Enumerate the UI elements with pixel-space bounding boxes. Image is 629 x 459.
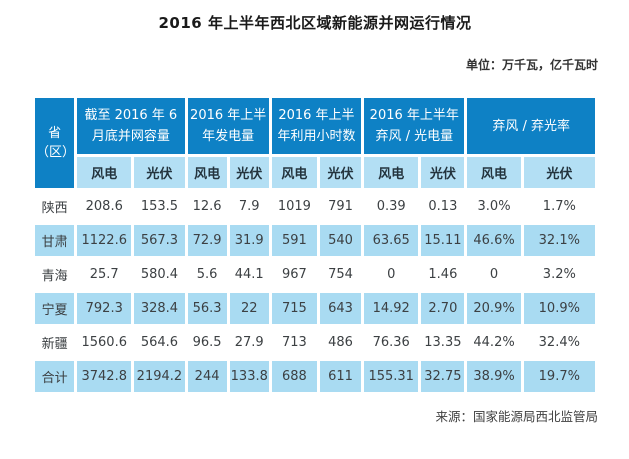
table-cell: 591 bbox=[271, 225, 317, 256]
table-cell: 3.0% bbox=[467, 191, 521, 222]
table-cell: 153.5 bbox=[134, 191, 185, 222]
page-title: 2016 年上半年西北区域新能源并网运行情况 bbox=[158, 14, 472, 32]
header-group-row: 省 （区） 截至 2016 年 6 月底并网容量 2016 年上半 年发电量 2… bbox=[35, 98, 595, 188]
subcol-hours-wind: 风电 bbox=[271, 157, 317, 188]
table-cell: 0.39 bbox=[364, 191, 419, 222]
subcol-generation-wind: 风电 bbox=[187, 157, 227, 188]
subcol-curtailed-solar: 光伏 bbox=[421, 157, 465, 188]
table-cell: 3.2% bbox=[523, 259, 595, 290]
header-sub-row: 风电 光伏 风电 光伏 风电 光伏 风电 光伏 风电 光伏 bbox=[35, 157, 595, 188]
table-cell: 564.6 bbox=[134, 327, 185, 358]
table-cell: 44.2% bbox=[467, 327, 521, 358]
table-cell: 754 bbox=[319, 259, 362, 290]
table-cell: 688 bbox=[271, 361, 317, 392]
subcol-rate-wind: 风电 bbox=[467, 157, 521, 188]
table-cell: 792.3 bbox=[77, 293, 132, 324]
table-cell: 715 bbox=[271, 293, 317, 324]
col-group-curtailment-rate: 弃风 / 弃光率 bbox=[467, 98, 595, 154]
table-cell: 155.31 bbox=[364, 361, 419, 392]
table-cell: 20.9% bbox=[467, 293, 521, 324]
row-label: 陕西 bbox=[35, 191, 75, 222]
table-cell: 27.9 bbox=[229, 327, 269, 358]
table-cell: 15.11 bbox=[421, 225, 465, 256]
table-cell: 0 bbox=[364, 259, 419, 290]
table-cell: 12.6 bbox=[187, 191, 227, 222]
subcol-hours-solar: 光伏 bbox=[319, 157, 362, 188]
col-group-capacity: 截至 2016 年 6 月底并网容量 bbox=[77, 98, 185, 154]
row-label: 新疆 bbox=[35, 327, 75, 358]
table-cell: 3742.8 bbox=[77, 361, 132, 392]
table-cell: 1560.6 bbox=[77, 327, 132, 358]
table-cell: 38.9% bbox=[467, 361, 521, 392]
table-cell: 72.9 bbox=[187, 225, 227, 256]
table-row-total: 合计 3742.8 2194.2 244 133.8 688 611 155.3… bbox=[35, 361, 595, 392]
table-cell: 46.6% bbox=[467, 225, 521, 256]
table-cell: 567.3 bbox=[134, 225, 185, 256]
row-label: 宁夏 bbox=[35, 293, 75, 324]
row-label-total: 合计 bbox=[35, 361, 75, 392]
content-area: 2016 年上半年西北区域新能源并网运行情况 单位：万千瓦，亿千瓦时 省 （区）… bbox=[32, 12, 598, 425]
table-cell: 611 bbox=[319, 361, 362, 392]
table-row-ningxia: 宁夏 792.3 328.4 56.3 22 715 643 14.92 2.7… bbox=[35, 293, 595, 324]
table-cell: 32.1% bbox=[523, 225, 595, 256]
table-cell: 7.9 bbox=[229, 191, 269, 222]
table-cell: 56.3 bbox=[187, 293, 227, 324]
table-cell: 2.70 bbox=[421, 293, 465, 324]
table-cell: 208.6 bbox=[77, 191, 132, 222]
units-note: 单位：万千瓦，亿千瓦时 bbox=[465, 58, 598, 72]
table-cell: 713 bbox=[271, 327, 317, 358]
table-cell: 1019 bbox=[271, 191, 317, 222]
col-group-curtailed-energy: 2016 年上半年 弃风 / 光电量 bbox=[364, 98, 465, 154]
table-row-shaanxi: 陕西 208.6 153.5 12.6 7.9 1019 791 0.39 0.… bbox=[35, 191, 595, 222]
source-note: 来源：国家能源局西北监管局 bbox=[435, 409, 598, 424]
table-cell: 133.8 bbox=[229, 361, 269, 392]
table-cell: 2194.2 bbox=[134, 361, 185, 392]
subcol-capacity-solar: 光伏 bbox=[134, 157, 185, 188]
table-cell: 1.7% bbox=[523, 191, 595, 222]
table-cell: 25.7 bbox=[77, 259, 132, 290]
col-group-generation: 2016 年上半 年发电量 bbox=[187, 98, 269, 154]
subcol-curtailed-wind: 风电 bbox=[364, 157, 419, 188]
data-table: 省 （区） 截至 2016 年 6 月底并网容量 2016 年上半 年发电量 2… bbox=[32, 95, 598, 395]
table-cell: 244 bbox=[187, 361, 227, 392]
table-row-xinjiang: 新疆 1560.6 564.6 96.5 27.9 713 486 76.36 … bbox=[35, 327, 595, 358]
table-cell: 486 bbox=[319, 327, 362, 358]
table-cell: 22 bbox=[229, 293, 269, 324]
subcol-generation-solar: 光伏 bbox=[229, 157, 269, 188]
table-cell: 32.4% bbox=[523, 327, 595, 358]
row-label: 甘肃 bbox=[35, 225, 75, 256]
subcol-rate-solar: 光伏 bbox=[523, 157, 595, 188]
table-cell: 328.4 bbox=[134, 293, 185, 324]
table-cell: 791 bbox=[319, 191, 362, 222]
table-cell: 580.4 bbox=[134, 259, 185, 290]
table-cell: 32.75 bbox=[421, 361, 465, 392]
subcol-capacity-wind: 风电 bbox=[77, 157, 132, 188]
table-row-gansu: 甘肃 1122.6 567.3 72.9 31.9 591 540 63.65 … bbox=[35, 225, 595, 256]
table-cell: 76.36 bbox=[364, 327, 419, 358]
table-cell: 1.46 bbox=[421, 259, 465, 290]
table-cell: 0 bbox=[467, 259, 521, 290]
table-cell: 96.5 bbox=[187, 327, 227, 358]
table-cell: 19.7% bbox=[523, 361, 595, 392]
table-cell: 967 bbox=[271, 259, 317, 290]
table-cell: 63.65 bbox=[364, 225, 419, 256]
table-cell: 44.1 bbox=[229, 259, 269, 290]
table-cell: 10.9% bbox=[523, 293, 595, 324]
table-cell: 14.92 bbox=[364, 293, 419, 324]
table-cell: 5.6 bbox=[187, 259, 227, 290]
col-header-province: 省 （区） bbox=[35, 98, 75, 188]
row-label: 青海 bbox=[35, 259, 75, 290]
table-cell: 31.9 bbox=[229, 225, 269, 256]
table-cell: 643 bbox=[319, 293, 362, 324]
table-cell: 13.35 bbox=[421, 327, 465, 358]
table-row-qinghai: 青海 25.7 580.4 5.6 44.1 967 754 0 1.46 0 … bbox=[35, 259, 595, 290]
table-cell: 1122.6 bbox=[77, 225, 132, 256]
table-cell: 0.13 bbox=[421, 191, 465, 222]
col-group-utilization-hours: 2016 年上半 年利用小时数 bbox=[271, 98, 362, 154]
table-cell: 540 bbox=[319, 225, 362, 256]
